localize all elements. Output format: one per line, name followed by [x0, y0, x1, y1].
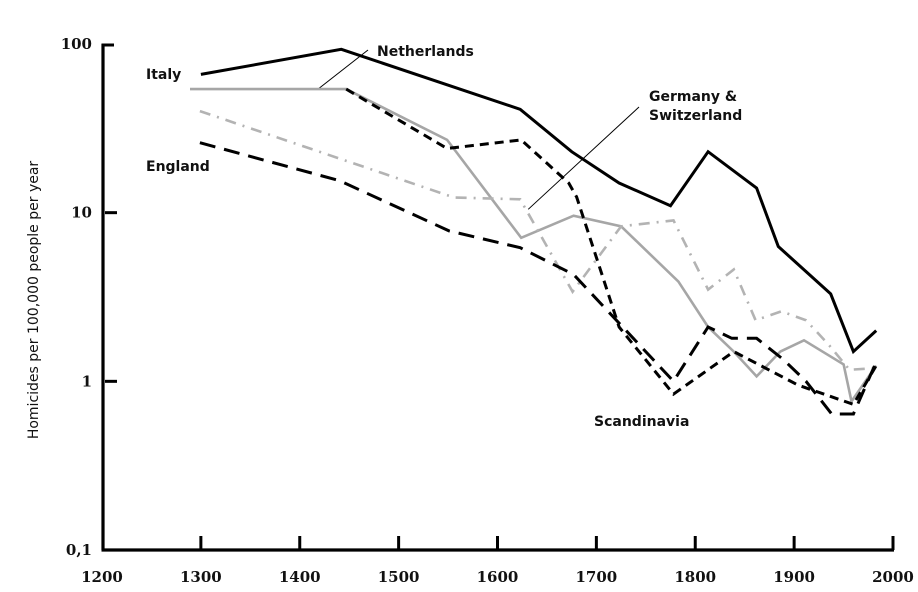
- label-germany-line1: Germany &: [649, 89, 737, 105]
- label-england: England: [146, 159, 210, 175]
- x-tick-label: 1600: [477, 568, 519, 586]
- series-line-italy: [200, 47, 878, 355]
- x-tick-label: 1800: [674, 568, 716, 586]
- series-lines: [190, 47, 878, 416]
- series-line-scandinavia: [345, 87, 878, 407]
- x-ticks: 1200 1300 1400 1500 1600 1700 1800 1900 2000: [81, 536, 914, 586]
- x-tick-label: 1700: [576, 568, 618, 586]
- y-tick-label: 100: [61, 35, 92, 53]
- series-line-germany-switzerland: [199, 109, 877, 372]
- label-scandinavia: Scandinavia: [594, 414, 689, 430]
- x-tick-label: 1900: [773, 568, 815, 586]
- x-tick-label: 2000: [872, 568, 914, 586]
- y-ticks: 100 10 1 0,1: [61, 35, 117, 559]
- x-tick-label: 1400: [279, 568, 321, 586]
- label-italy: Italy: [146, 67, 181, 83]
- y-tick-label: 0,1: [66, 541, 92, 559]
- series-line-netherlands: [190, 87, 878, 405]
- y-axis-title: Homicides per 100,000 people per year: [26, 161, 42, 440]
- annotation-pointers: [317, 49, 640, 210]
- y-tick-label: 10: [71, 204, 92, 222]
- x-tick-label: 1200: [81, 568, 123, 586]
- label-netherlands: Netherlands: [377, 44, 474, 60]
- label-germany-line2: Switzerland: [649, 108, 742, 124]
- y-tick-label: 1: [82, 372, 92, 390]
- series-line-england: [199, 141, 878, 416]
- axes: [101, 43, 894, 552]
- x-tick-label: 1300: [180, 568, 222, 586]
- x-tick-label: 1500: [378, 568, 420, 586]
